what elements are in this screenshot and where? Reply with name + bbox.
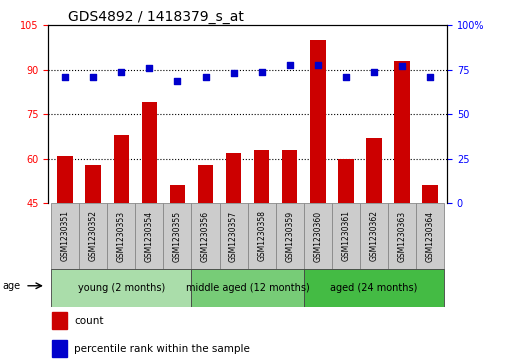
- Text: GSM1230355: GSM1230355: [173, 211, 182, 261]
- Text: GSM1230358: GSM1230358: [257, 211, 266, 261]
- Text: GSM1230352: GSM1230352: [89, 211, 98, 261]
- Bar: [164, 203, 192, 269]
- Point: [230, 70, 238, 76]
- Bar: [51, 203, 79, 269]
- Bar: [114, 135, 129, 203]
- Point: [370, 69, 378, 74]
- Text: aged (24 months): aged (24 months): [330, 283, 418, 293]
- Point: [89, 74, 97, 80]
- Bar: [52, 340, 67, 357]
- Text: count: count: [74, 316, 104, 326]
- Text: young (2 months): young (2 months): [78, 283, 165, 293]
- Text: GSM1230362: GSM1230362: [369, 211, 378, 261]
- Bar: [282, 150, 298, 203]
- Bar: [85, 165, 101, 203]
- Point: [117, 69, 125, 74]
- Text: GSM1230364: GSM1230364: [426, 211, 435, 261]
- Text: middle aged (12 months): middle aged (12 months): [186, 283, 309, 293]
- Bar: [423, 185, 438, 203]
- Bar: [52, 312, 67, 329]
- Point: [285, 62, 294, 68]
- Text: GSM1230360: GSM1230360: [313, 211, 323, 261]
- Bar: [135, 203, 164, 269]
- Text: GSM1230361: GSM1230361: [341, 211, 351, 261]
- Bar: [366, 138, 382, 203]
- Bar: [388, 203, 416, 269]
- Text: GSM1230359: GSM1230359: [285, 211, 294, 261]
- Text: GDS4892 / 1418379_s_at: GDS4892 / 1418379_s_at: [68, 11, 244, 24]
- Point: [145, 65, 153, 71]
- Bar: [142, 102, 157, 203]
- Bar: [170, 185, 185, 203]
- Point: [61, 74, 69, 80]
- Bar: [226, 153, 241, 203]
- Bar: [304, 203, 332, 269]
- Bar: [248, 203, 276, 269]
- Point: [258, 69, 266, 74]
- Bar: [338, 159, 354, 203]
- Bar: [198, 165, 213, 203]
- Bar: [276, 203, 304, 269]
- Bar: [332, 203, 360, 269]
- Point: [398, 64, 406, 69]
- Bar: [394, 61, 410, 203]
- Bar: [416, 203, 444, 269]
- Text: GSM1230363: GSM1230363: [398, 211, 406, 261]
- Text: GSM1230356: GSM1230356: [201, 211, 210, 261]
- Bar: [360, 203, 388, 269]
- Bar: [304, 269, 444, 307]
- Bar: [57, 156, 73, 203]
- Point: [342, 74, 350, 80]
- Point: [426, 74, 434, 80]
- Text: GSM1230351: GSM1230351: [60, 211, 70, 261]
- Bar: [219, 203, 248, 269]
- Text: percentile rank within the sample: percentile rank within the sample: [74, 344, 250, 354]
- Bar: [51, 269, 192, 307]
- Bar: [310, 40, 326, 203]
- Bar: [254, 150, 269, 203]
- Text: GSM1230353: GSM1230353: [117, 211, 126, 261]
- Point: [173, 78, 181, 83]
- Text: GSM1230354: GSM1230354: [145, 211, 154, 261]
- Bar: [192, 269, 304, 307]
- Bar: [79, 203, 107, 269]
- Text: GSM1230357: GSM1230357: [229, 211, 238, 261]
- Text: age: age: [3, 281, 20, 291]
- Bar: [192, 203, 219, 269]
- Point: [314, 62, 322, 68]
- Bar: [107, 203, 135, 269]
- Point: [202, 74, 210, 80]
